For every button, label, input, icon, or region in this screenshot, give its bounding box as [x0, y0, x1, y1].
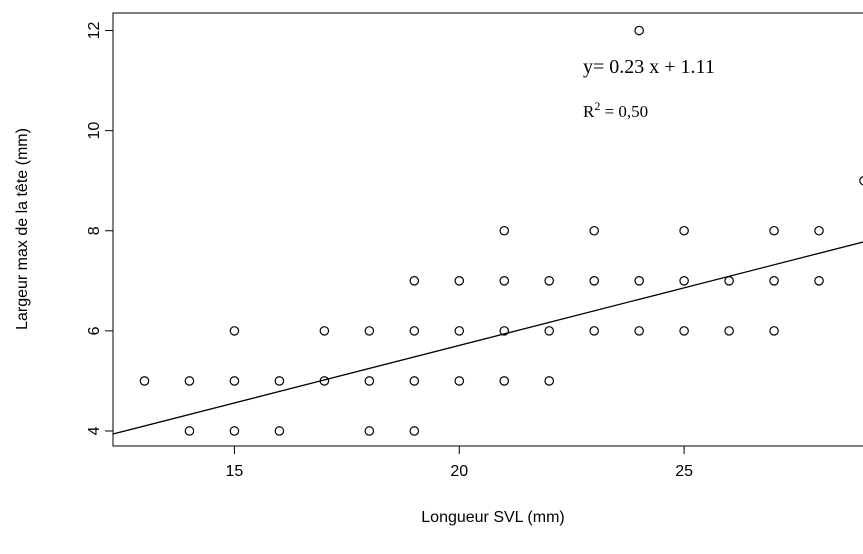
- data-point: [364, 426, 375, 436]
- x-tick-label: 15: [226, 463, 244, 480]
- data-point: [589, 225, 599, 236]
- data-point: [319, 326, 330, 336]
- data-point: [184, 376, 195, 386]
- data-point: [814, 276, 824, 286]
- y-tick-label: 12: [86, 22, 103, 40]
- data-points: [139, 25, 863, 436]
- data-point: [274, 376, 285, 386]
- data-point: [409, 376, 420, 386]
- data-point: [499, 225, 510, 236]
- data-point: [589, 276, 599, 286]
- data-point: [229, 326, 240, 336]
- data-point: [634, 25, 644, 36]
- data-point: [364, 376, 375, 386]
- regression-equation: y= 0.23 x + 1.11: [583, 56, 715, 78]
- data-point: [589, 326, 599, 336]
- r-squared-value: = 0,50: [600, 102, 648, 121]
- data-point: [724, 276, 734, 286]
- data-point: [454, 376, 465, 386]
- data-point: [814, 225, 824, 236]
- data-point: [229, 426, 240, 436]
- data-point: [499, 326, 510, 336]
- data-point: [409, 426, 420, 436]
- plot-frame: [112, 12, 863, 447]
- r-squared-annotation: R2 = 0,50: [583, 99, 648, 121]
- data-point: [184, 426, 195, 436]
- data-point: [859, 176, 863, 186]
- data-point: [679, 225, 689, 236]
- data-point: [229, 376, 240, 386]
- r-squared-r: R: [583, 102, 595, 121]
- data-point: [409, 276, 420, 286]
- data-point: [679, 276, 689, 286]
- data-point: [274, 426, 285, 436]
- y-tick-label: 8: [86, 226, 103, 235]
- data-point: [634, 276, 644, 286]
- x-tick-label: 25: [675, 463, 693, 480]
- data-point: [454, 276, 465, 286]
- data-point: [409, 326, 420, 336]
- r-squared-superscript: 2: [594, 99, 600, 113]
- axes: 15 20 25 4 6 8 10 12: [86, 22, 693, 480]
- data-point: [769, 225, 779, 236]
- data-point: [544, 326, 555, 336]
- data-point: [769, 326, 779, 336]
- x-tick-label: 20: [450, 463, 468, 480]
- data-point: [454, 326, 465, 336]
- data-point: [499, 376, 510, 386]
- data-point: [679, 326, 689, 336]
- data-point: [544, 376, 555, 386]
- data-point: [499, 276, 510, 286]
- data-point: [544, 276, 555, 286]
- data-point: [364, 326, 375, 336]
- y-tick-label: 10: [86, 122, 103, 140]
- regression-line: [112, 241, 863, 435]
- data-point: [769, 276, 779, 286]
- y-tick-label: 4: [86, 426, 103, 435]
- data-point: [724, 326, 734, 336]
- y-tick-label: 6: [86, 326, 103, 335]
- y-axis-title: Largeur max de la tête (mm): [14, 128, 31, 330]
- data-point: [634, 326, 644, 336]
- data-point: [139, 376, 150, 386]
- x-axis-title: Longueur SVL (mm): [421, 509, 564, 526]
